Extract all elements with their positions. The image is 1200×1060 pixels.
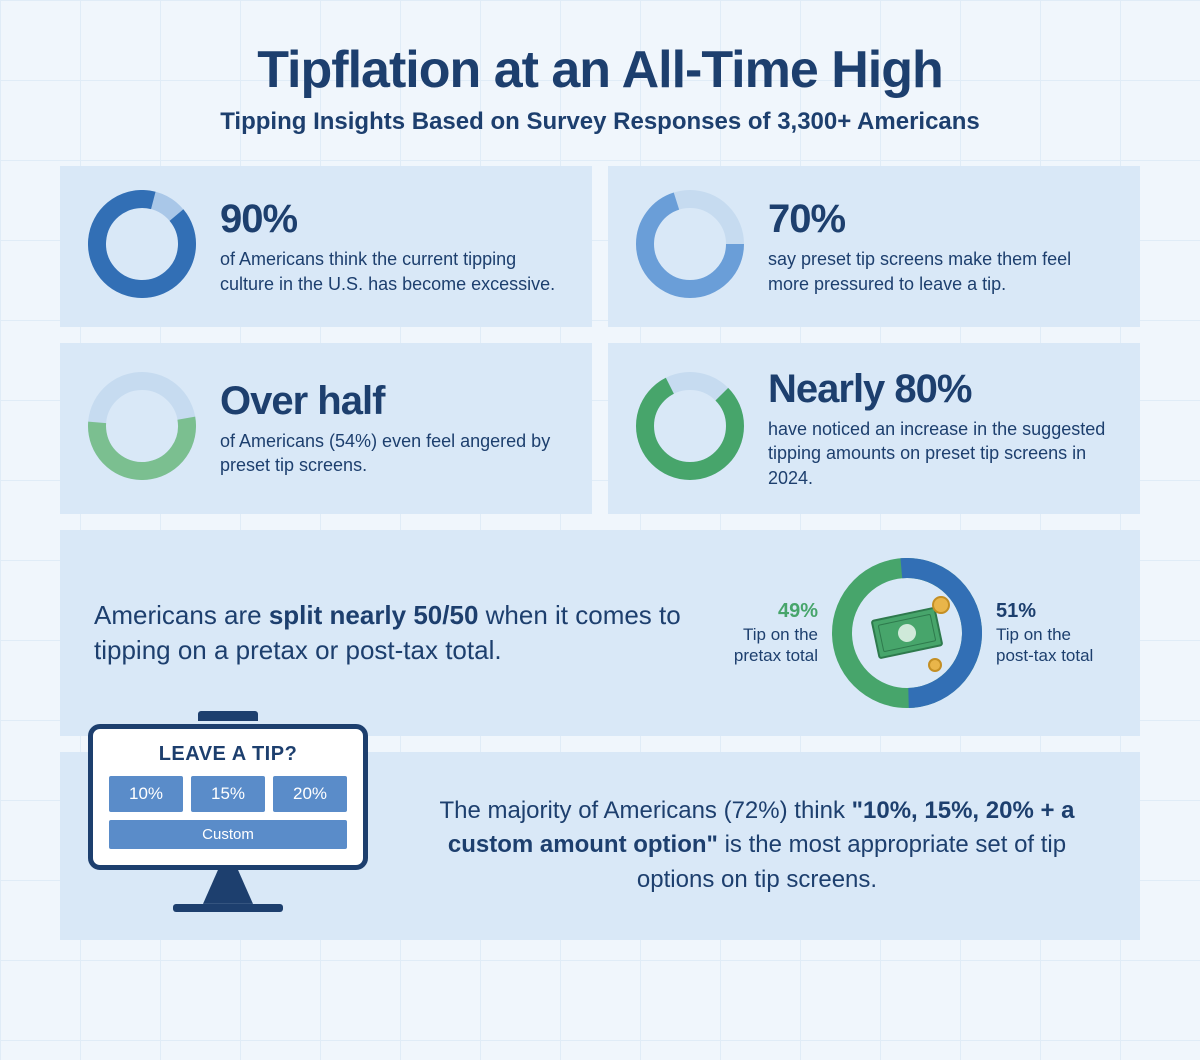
split-left-text: Tip on the pretax total bbox=[734, 625, 818, 665]
split-card: Americans are split nearly 50/50 when it… bbox=[60, 530, 1140, 736]
split-pre: Americans are bbox=[94, 600, 269, 630]
split-left-pct: 49% bbox=[708, 599, 818, 624]
bottom-text: The majority of Americans (72%) think "1… bbox=[408, 794, 1106, 898]
page-title: Tipflation at an All-Time High bbox=[60, 40, 1140, 100]
monitor-title: LEAVE A TIP? bbox=[109, 743, 347, 766]
stat-card-0: 90% of Americans think the current tippi… bbox=[60, 166, 592, 327]
stat-desc: of Americans think the current tipping c… bbox=[220, 247, 564, 296]
monitor-base-icon bbox=[173, 904, 283, 912]
tip-option-button: 15% bbox=[191, 776, 265, 812]
donut-icon bbox=[636, 190, 744, 303]
bottom-pre: The majority of Americans (72%) think bbox=[439, 797, 851, 824]
stats-grid: 90% of Americans think the current tippi… bbox=[60, 166, 1140, 514]
tip-option-button: 10% bbox=[109, 776, 183, 812]
stat-text: 90% of Americans think the current tippi… bbox=[220, 197, 564, 296]
split-text: Americans are split nearly 50/50 when it… bbox=[94, 598, 688, 668]
stat-card-3: Nearly 80% have noticed an increase in t… bbox=[608, 343, 1140, 514]
monitor-stand-icon bbox=[203, 870, 253, 904]
split-left-label: 49% Tip on the pretax total bbox=[708, 599, 818, 667]
split-bold: split nearly 50/50 bbox=[269, 600, 479, 630]
stat-card-1: 70% say preset tip screens make them fee… bbox=[608, 166, 1140, 327]
stat-text: Over half of Americans (54%) even feel a… bbox=[220, 379, 564, 478]
stat-text: Nearly 80% have noticed an increase in t… bbox=[768, 367, 1112, 490]
donut-icon bbox=[88, 190, 196, 303]
donut-icon bbox=[88, 372, 196, 485]
stat-value: 70% bbox=[768, 197, 1112, 241]
money-icon bbox=[832, 558, 982, 708]
stat-card-2: Over half of Americans (54%) even feel a… bbox=[60, 343, 592, 514]
tip-option-button: 20% bbox=[273, 776, 347, 812]
monitor-icon: LEAVE A TIP? 10% 15% 20% Custom bbox=[88, 724, 368, 912]
split-right-text: Tip on the post-tax total bbox=[996, 625, 1093, 665]
stat-desc: say preset tip screens make them feel mo… bbox=[768, 247, 1112, 296]
tip-custom-button: Custom bbox=[109, 820, 347, 849]
header: Tipflation at an All-Time High Tipping I… bbox=[60, 40, 1140, 136]
donut-icon bbox=[636, 372, 744, 485]
tip-options-row: 10% 15% 20% bbox=[109, 776, 347, 812]
split-chart-area: 49% Tip on the pretax total 51% Tip on t… bbox=[708, 558, 1106, 708]
page-subtitle: Tipping Insights Based on Survey Respons… bbox=[60, 108, 1140, 136]
stat-desc: of Americans (54%) even feel angered by … bbox=[220, 429, 564, 478]
split-right-label: 51% Tip on the post-tax total bbox=[996, 599, 1106, 667]
stat-value: 90% bbox=[220, 197, 564, 241]
stat-desc: have noticed an increase in the suggeste… bbox=[768, 417, 1112, 490]
coin-icon bbox=[932, 596, 950, 614]
stat-value: Over half bbox=[220, 379, 564, 423]
coin-icon bbox=[928, 658, 942, 672]
stat-text: 70% say preset tip screens make them fee… bbox=[768, 197, 1112, 296]
split-right-pct: 51% bbox=[996, 599, 1106, 624]
split-donut bbox=[832, 558, 982, 708]
dollar-bill-icon bbox=[871, 606, 944, 659]
bottom-card: LEAVE A TIP? 10% 15% 20% Custom The majo… bbox=[60, 752, 1140, 940]
monitor-screen: LEAVE A TIP? 10% 15% 20% Custom bbox=[88, 724, 368, 870]
stat-value: Nearly 80% bbox=[768, 367, 1112, 411]
